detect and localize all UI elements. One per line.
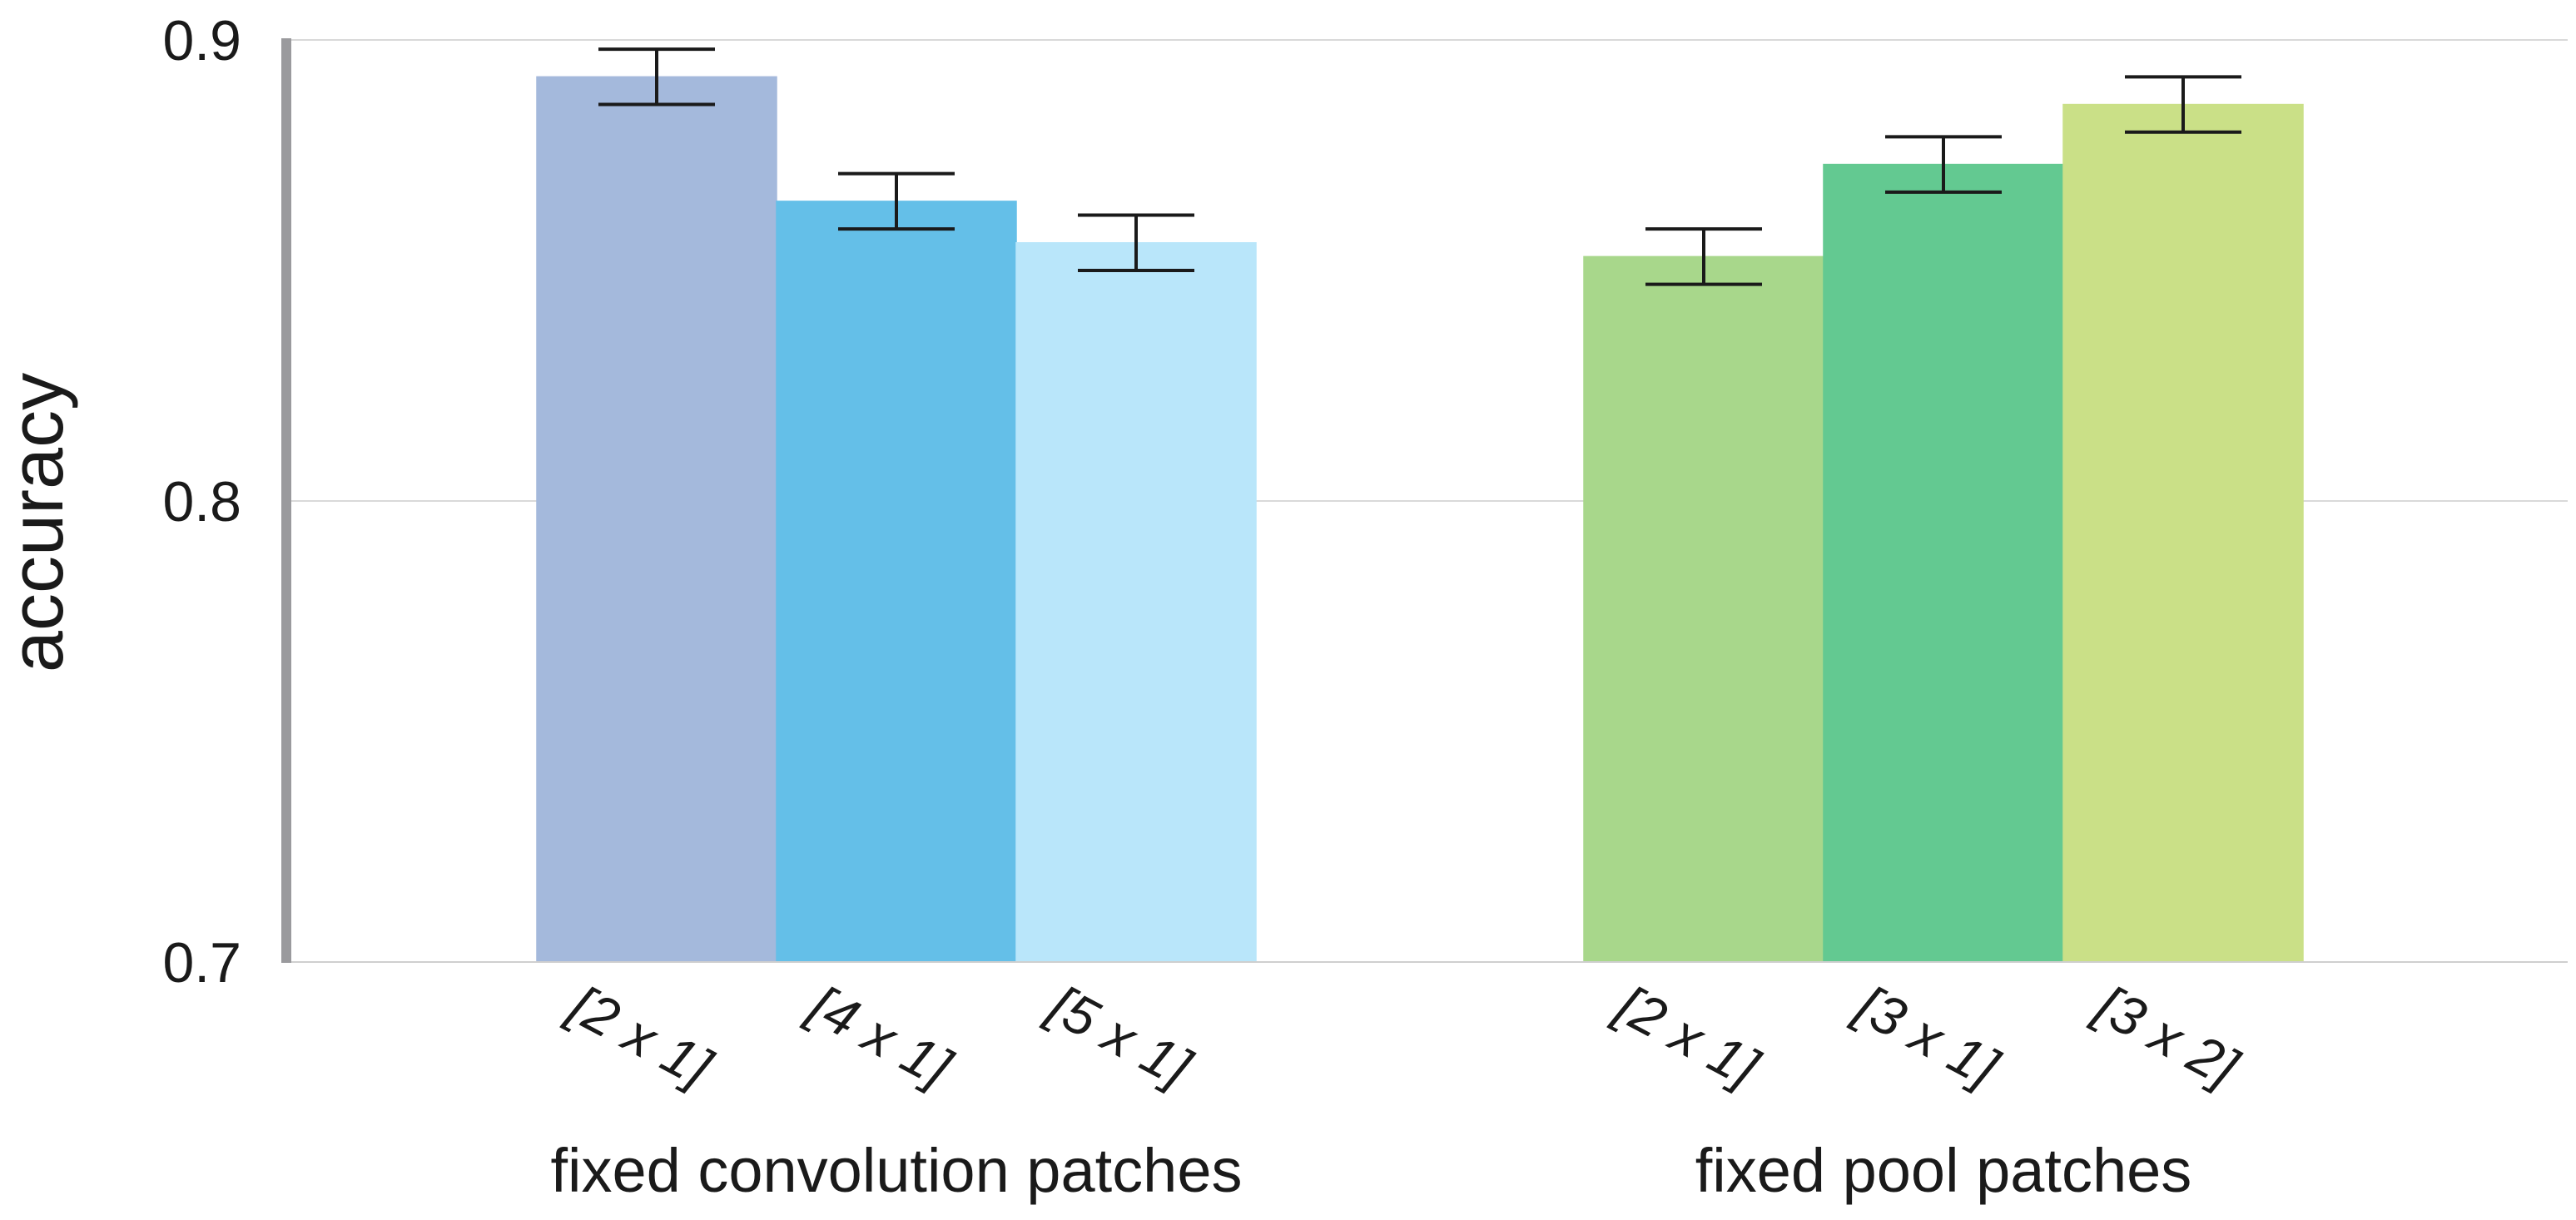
error-bar [2125, 75, 2241, 134]
bar [1015, 242, 1257, 963]
bar [1823, 163, 2064, 963]
y-tick-label: 0.8 [162, 470, 241, 533]
y-tick-label: 0.7 [162, 931, 241, 994]
error-bar [838, 171, 955, 231]
y-tick-label: 0.9 [162, 9, 241, 72]
bars [536, 76, 2304, 963]
error-bar [1645, 227, 1762, 286]
error-bar [1885, 135, 2002, 194]
bar [1583, 255, 1824, 963]
axes [281, 38, 2568, 963]
group-label: fixed convolution patches [551, 1136, 1243, 1205]
bar [536, 76, 777, 963]
error-bars [598, 47, 2241, 286]
bar [776, 201, 1017, 963]
error-bar [598, 47, 715, 107]
x-category-label: [2 x 1] [1606, 973, 1769, 1098]
x-category-label: [2 x 1] [558, 973, 722, 1098]
x-category-label: [4 x 1] [798, 973, 962, 1098]
x-category-label: [3 x 1] [1845, 973, 2009, 1098]
bar [2062, 103, 2304, 963]
y-axis-title: accuracy [0, 373, 79, 672]
group-label: fixed pool patches [1695, 1136, 2192, 1205]
x-category-label: [5 x 1] [1038, 973, 1202, 1098]
error-bar [1078, 213, 1194, 272]
x-category-label: [3 x 2] [2085, 973, 2249, 1098]
